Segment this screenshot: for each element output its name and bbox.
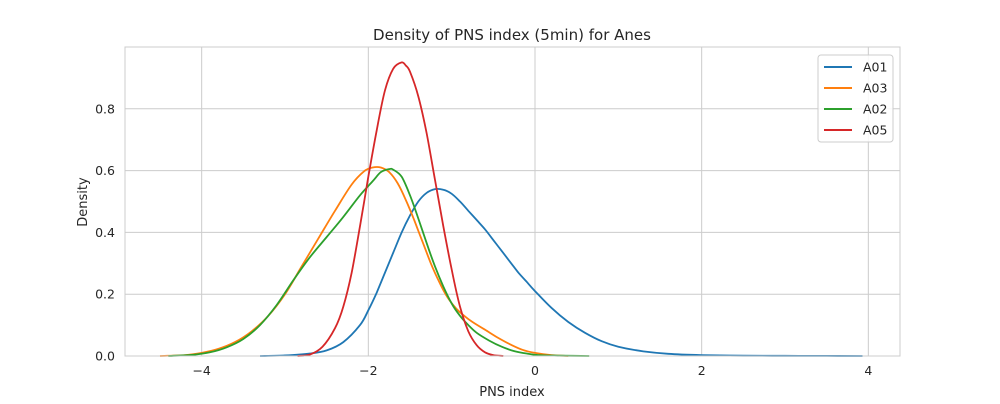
legend-items: A01 A03 A02 A05: [824, 60, 887, 138]
series-line-a02: [168, 167, 590, 357]
y-axis-ticks: 0.0 0.2 0.4 0.6 0.8: [95, 101, 115, 363]
plot-frame: [124, 46, 901, 357]
series-lines: [159, 61, 863, 357]
legend-label-a05: A05: [863, 123, 887, 138]
series-line-a01: [259, 187, 863, 357]
y-tick-label: 0.2: [95, 287, 115, 302]
x-axis-label: PNS index: [479, 385, 545, 400]
legend: A01 A03 A02 A05: [817, 54, 894, 143]
x-tick-label: −2: [359, 363, 377, 378]
chart-title: Density of PNS index (5min) for Anes: [373, 26, 651, 44]
legend-box: [817, 54, 894, 143]
legend-label-a02: A02: [863, 102, 887, 117]
y-tick-label: 0.6: [95, 163, 115, 178]
legend-label-a01: A01: [863, 60, 887, 75]
y-axis-label: Density: [76, 177, 91, 227]
legend-label-a03: A03: [863, 81, 887, 96]
x-tick-label: −4: [192, 363, 210, 378]
x-tick-label: 2: [698, 363, 706, 378]
x-tick-label: 4: [864, 363, 872, 378]
x-tick-label: 0: [531, 363, 539, 378]
x-axis-ticks: −4 −2 0 2 4: [192, 363, 872, 378]
y-tick-label: 0.8: [95, 101, 115, 116]
series-line-a03: [159, 166, 569, 357]
series-line-a05: [297, 61, 504, 357]
y-tick-label: 0.4: [95, 225, 115, 240]
grid: [125, 47, 900, 356]
y-tick-label: 0.0: [95, 349, 115, 364]
